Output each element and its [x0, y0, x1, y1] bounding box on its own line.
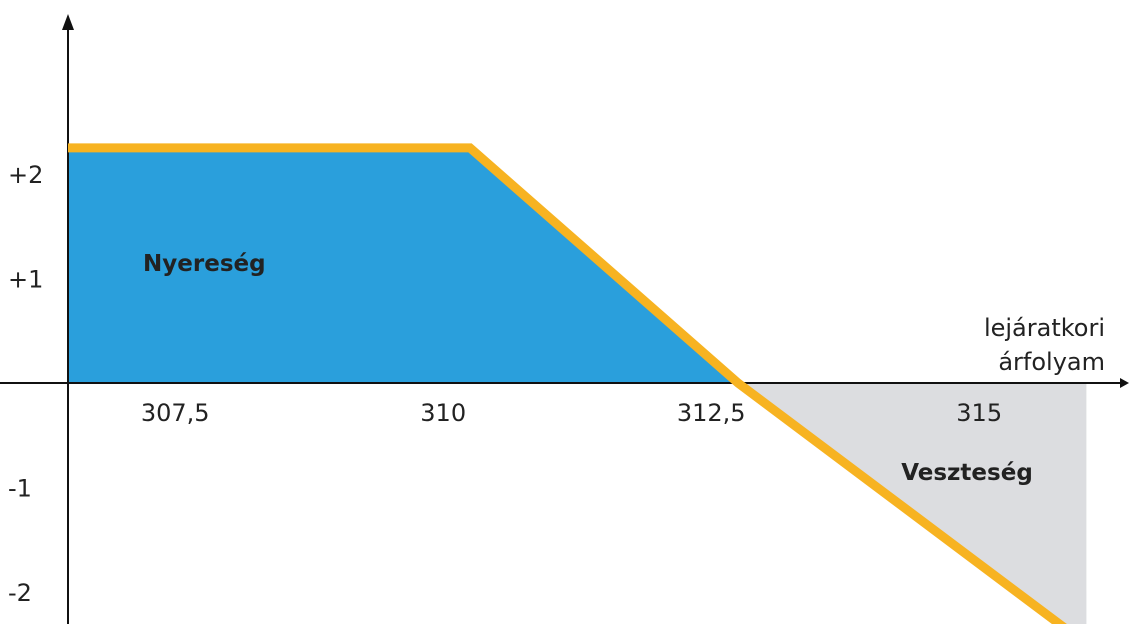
- x-tick-label: 310: [420, 399, 466, 427]
- profit-region-label: Nyereség: [143, 251, 266, 277]
- y-tick-labels: +2 +1 -1 -2: [8, 161, 43, 607]
- y-axis-arrow-icon: [62, 14, 74, 30]
- payoff-line: [68, 143, 1067, 624]
- y-tick-label: -1: [8, 475, 32, 503]
- profit-area: [68, 147, 738, 383]
- x-tick-labels: 307,5 310 312,5 315: [141, 399, 1002, 427]
- x-axis-arrow-icon: [1120, 378, 1129, 388]
- x-tick-label: 315: [956, 399, 1002, 427]
- x-axis-label-line-2: árfolyam: [998, 348, 1105, 376]
- y-tick-label: +1: [8, 266, 43, 294]
- x-axis-label-line-1: lejáratkori: [984, 314, 1105, 342]
- x-tick-label: 312,5: [677, 399, 746, 427]
- y-tick-label: -2: [8, 579, 32, 607]
- x-tick-label: 307,5: [141, 399, 210, 427]
- loss-region-label: Veszteség: [901, 460, 1033, 486]
- y-tick-label: +2: [8, 161, 43, 189]
